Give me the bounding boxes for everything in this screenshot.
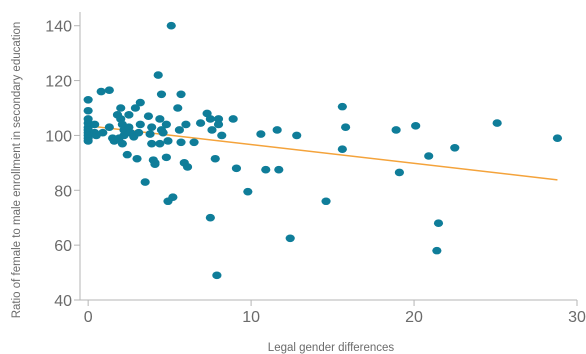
trend-line-group bbox=[88, 125, 558, 181]
data-point bbox=[156, 90, 167, 99]
data-point bbox=[155, 139, 165, 148]
data-point bbox=[90, 120, 100, 129]
data-point bbox=[394, 168, 404, 177]
data-points bbox=[83, 21, 563, 280]
data-point bbox=[122, 150, 132, 159]
data-point bbox=[104, 86, 114, 94]
y-tick-label: 40 bbox=[54, 293, 72, 310]
data-point bbox=[147, 123, 157, 131]
data-point bbox=[132, 154, 142, 163]
data-point bbox=[116, 104, 126, 112]
data-point bbox=[552, 134, 563, 142]
x-axis-title: Legal gender differences bbox=[268, 342, 395, 354]
data-point bbox=[228, 115, 238, 123]
y-tick-label: 120 bbox=[45, 74, 72, 91]
data-point bbox=[450, 143, 460, 152]
data-point bbox=[231, 164, 242, 173]
x-tick-label: 20 bbox=[405, 309, 423, 326]
data-point bbox=[124, 111, 134, 119]
data-point bbox=[168, 193, 178, 201]
data-point bbox=[210, 154, 220, 163]
data-point bbox=[96, 87, 106, 96]
data-point bbox=[153, 71, 163, 79]
data-point bbox=[337, 102, 347, 111]
data-point bbox=[205, 213, 215, 222]
data-point bbox=[130, 104, 141, 112]
data-point bbox=[213, 115, 224, 123]
data-point bbox=[143, 112, 154, 121]
data-point bbox=[217, 131, 227, 140]
data-point bbox=[256, 130, 266, 138]
data-point bbox=[176, 90, 186, 99]
data-point bbox=[182, 163, 193, 171]
data-point bbox=[134, 128, 144, 137]
data-point bbox=[337, 145, 347, 153]
data-point bbox=[341, 123, 351, 131]
data-point bbox=[285, 234, 295, 243]
y-tick-label: 140 bbox=[45, 19, 72, 36]
data-point bbox=[174, 126, 184, 134]
x-tick-label: 0 bbox=[84, 309, 93, 326]
data-point bbox=[261, 165, 271, 174]
data-point bbox=[274, 165, 284, 174]
data-point bbox=[173, 104, 183, 112]
data-point bbox=[150, 159, 160, 167]
data-point bbox=[176, 138, 186, 147]
data-point bbox=[492, 119, 502, 127]
data-point bbox=[158, 128, 168, 137]
data-point bbox=[212, 271, 222, 280]
axes: 40 60 80 100 120 140 0 10 20 30 bbox=[45, 12, 586, 326]
data-point bbox=[189, 138, 199, 147]
data-point bbox=[83, 106, 93, 115]
y-tick-label: 80 bbox=[54, 183, 72, 200]
data-point bbox=[135, 120, 145, 129]
x-tick-label: 10 bbox=[242, 309, 260, 326]
data-point bbox=[424, 152, 434, 160]
data-point bbox=[207, 126, 217, 134]
data-point bbox=[163, 137, 173, 145]
data-point bbox=[181, 120, 191, 129]
data-point bbox=[433, 219, 444, 227]
data-point bbox=[135, 98, 145, 107]
data-point bbox=[321, 197, 331, 206]
data-point bbox=[205, 115, 215, 123]
data-point bbox=[411, 122, 421, 130]
data-point bbox=[155, 115, 165, 123]
data-point bbox=[140, 178, 150, 186]
data-point bbox=[432, 246, 442, 255]
data-point bbox=[161, 120, 171, 129]
data-point bbox=[195, 119, 206, 127]
data-point bbox=[83, 95, 93, 104]
data-point bbox=[83, 137, 93, 145]
y-tick-label: 100 bbox=[45, 128, 72, 145]
data-point bbox=[145, 130, 155, 138]
data-point bbox=[391, 126, 401, 134]
trend-line bbox=[88, 125, 558, 181]
data-point bbox=[166, 21, 176, 30]
data-point bbox=[117, 139, 127, 148]
data-point bbox=[98, 128, 108, 137]
y-axis-title: Ratio of female to male enrollment in se… bbox=[11, 22, 23, 319]
data-point bbox=[147, 139, 157, 148]
data-point bbox=[243, 187, 253, 196]
data-point bbox=[213, 120, 224, 129]
x-tick-label: 30 bbox=[568, 309, 586, 326]
data-point bbox=[104, 123, 114, 131]
data-point bbox=[292, 131, 302, 140]
data-point bbox=[272, 126, 282, 134]
data-point bbox=[161, 153, 171, 162]
y-tick-label: 60 bbox=[54, 238, 72, 255]
